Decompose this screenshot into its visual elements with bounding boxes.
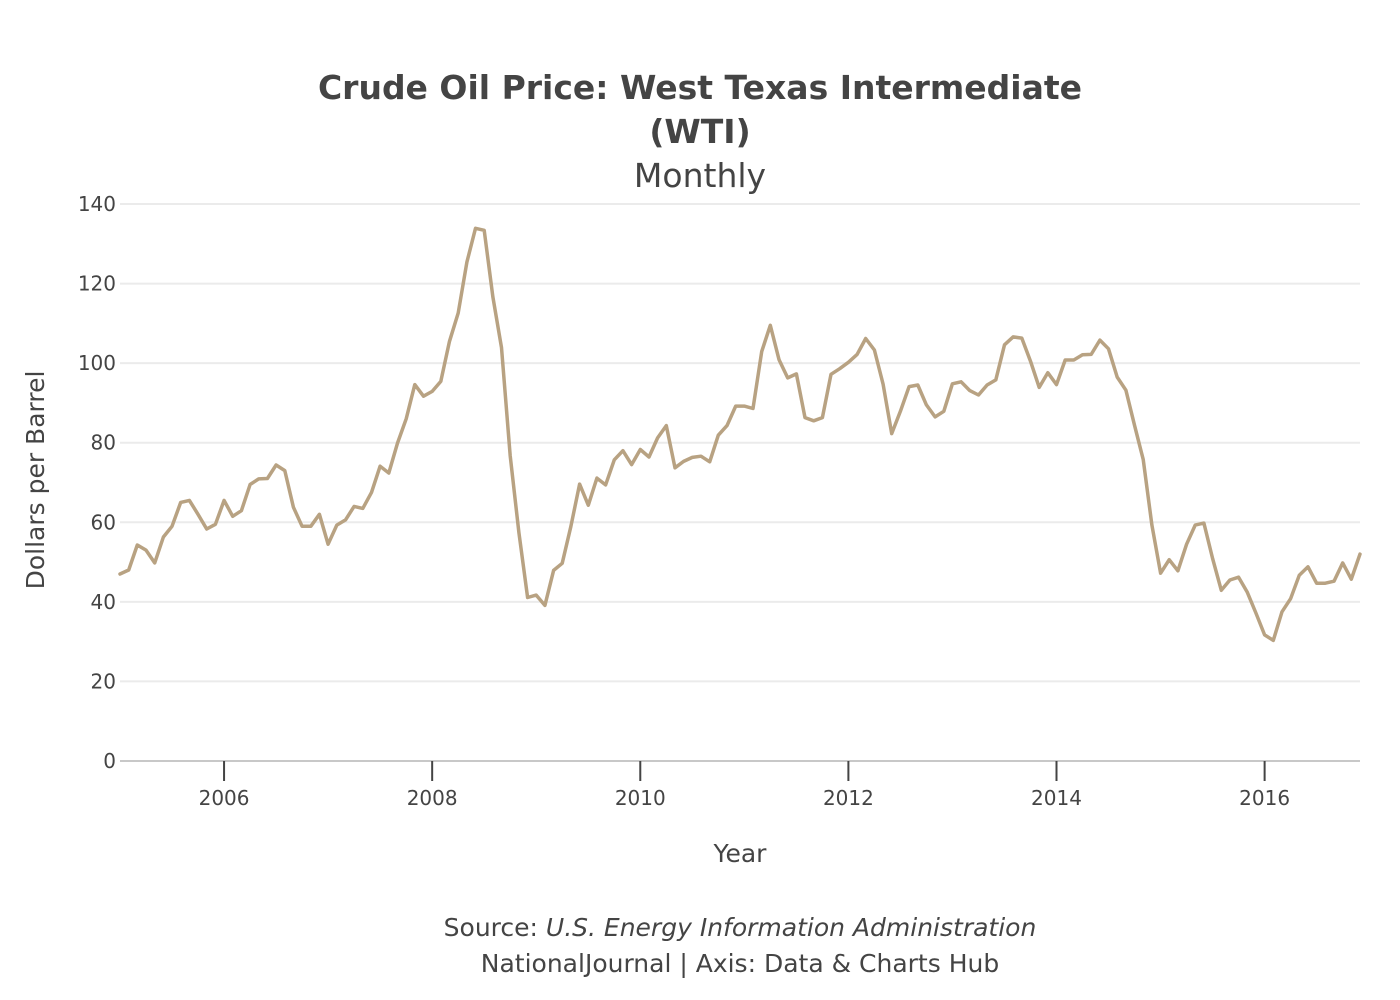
plot-area — [118, 226, 1362, 643]
y-axis-ticks: 0 20 40 60 80 100 120 140 — [78, 192, 116, 773]
x-axis-ticks: 2006 2008 2010 2012 2014 2016 — [199, 761, 1290, 810]
gridlines — [120, 203, 1360, 762]
x-tick-label: 2016 — [1239, 786, 1290, 810]
credit-line: NationalJournal | Axis: Data & Charts Hu… — [481, 949, 999, 978]
y-tick-label: 0 — [103, 749, 116, 773]
y-tick-label: 100 — [78, 351, 116, 375]
x-tick-label: 2012 — [823, 786, 874, 810]
source-name: U.S. Energy Information Administration — [546, 913, 1036, 942]
y-tick-label: 60 — [91, 510, 116, 534]
source-prefix: Source: — [444, 913, 546, 942]
x-tick-label: 2008 — [407, 786, 458, 810]
chart-subtitle: Monthly — [634, 156, 766, 195]
x-tick-label: 2006 — [199, 786, 250, 810]
x-axis-label: Year — [713, 839, 768, 868]
series-line-wti — [118, 226, 1362, 643]
y-tick-label: 80 — [91, 431, 116, 455]
y-tick-label: 140 — [78, 192, 116, 216]
x-tick-label: 2014 — [1031, 786, 1082, 810]
source-line: Source: U.S. Energy Information Administ… — [444, 913, 1037, 942]
chart-title-line2: (WTI) — [649, 112, 750, 151]
x-tick-label: 2010 — [615, 786, 666, 810]
y-tick-label: 20 — [91, 669, 116, 693]
chart-title-line1: Crude Oil Price: West Texas Intermediate — [318, 68, 1082, 107]
y-axis-label: Dollars per Barrel — [21, 371, 50, 590]
y-tick-label: 120 — [78, 272, 116, 296]
y-tick-label: 40 — [91, 590, 116, 614]
